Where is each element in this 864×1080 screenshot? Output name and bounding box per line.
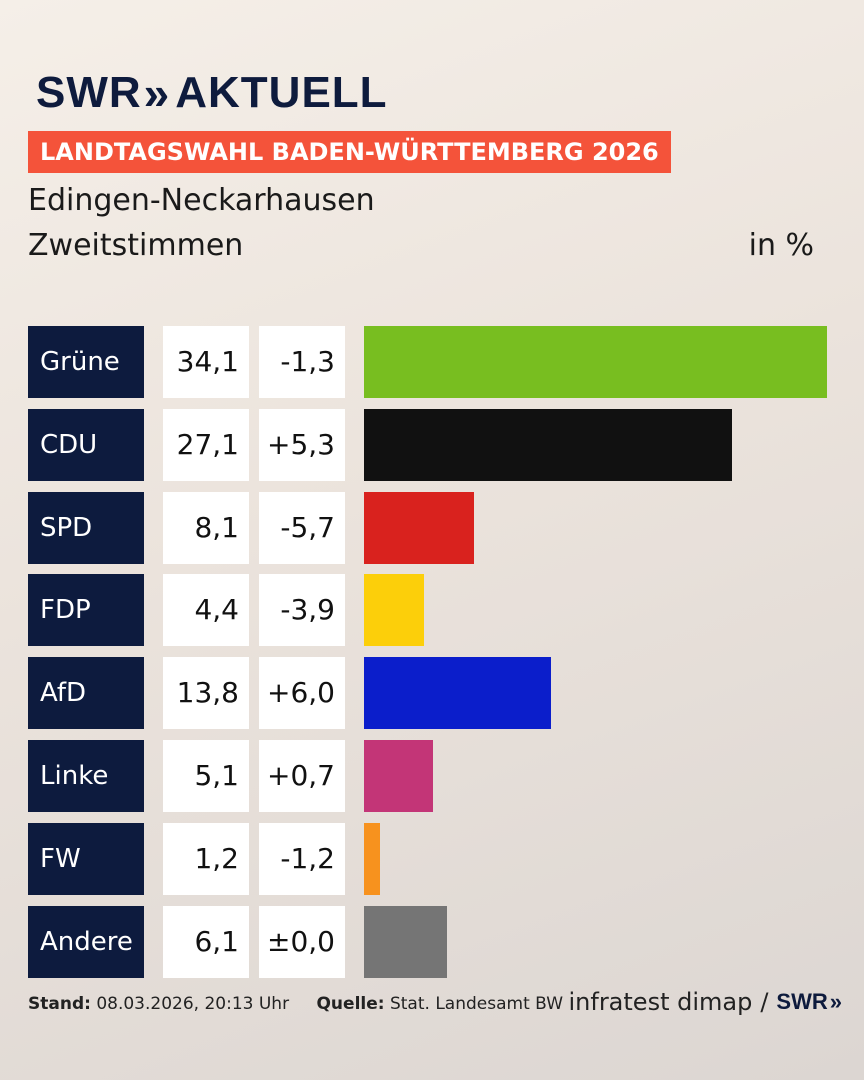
election-banner: LANDTAGSWAHL BADEN-WÜRTTEMBERG 2026 [28,131,671,173]
change-label: ±0,0 [259,905,345,978]
change-label: -1,2 [259,822,345,895]
location-title: Edingen-Neckarhausen [28,183,375,218]
change-label: -5,7 [259,491,345,564]
change-label: -1,3 [259,326,345,398]
source-value: Stat. Landesamt BW [389,994,563,1014]
logo-aktuell: AKTUELL [175,68,388,117]
stand-label: Stand: [28,994,91,1014]
vote-share-bar [364,491,474,564]
vote-share-label: 13,8 [163,657,249,730]
result-row: AfD 13,8 +6,0 [0,657,864,730]
vote-share-bar [364,408,732,481]
vote-share-label: 5,1 [163,740,249,812]
credit-swr: SWR [776,989,828,1014]
result-row: FW 1,2 -1,2 [0,822,864,895]
party-label: FDP [28,574,144,647]
vote-share-label: 1,2 [163,822,249,895]
unit-label: in % [748,228,814,263]
vote-share-bar [364,574,424,647]
vote-share-bar [364,905,447,978]
vote-share-label: 8,1 [163,491,249,564]
change-label: +5,3 [259,408,345,481]
change-label: -3,9 [259,574,345,647]
party-label: SPD [28,491,144,564]
change-label: +6,0 [259,657,345,730]
party-label: Grüne [28,326,144,398]
vote-share-bar [364,326,827,398]
change-label: +0,7 [259,740,345,812]
result-row: SPD 8,1 -5,7 [0,491,864,564]
vote-type-subtitle: Zweitstimmen [28,228,244,263]
vote-share-label: 27,1 [163,408,249,481]
logo-swr: SWR [36,68,142,117]
party-label: AfD [28,657,144,730]
vote-share-label: 34,1 [163,326,249,398]
credit: infratest dimap / SWR » [568,988,842,1016]
result-row: Grüne 34,1 -1,3 [0,326,864,398]
vote-share-label: 6,1 [163,905,249,978]
party-label: CDU [28,408,144,481]
stand-value: 08.03.2026, 20:13 Uhr [96,994,290,1014]
footer: Stand: 08.03.2026, 20:13 Uhr Quelle: Sta… [28,994,563,1014]
result-row: FDP 4,4 -3,9 [0,574,864,647]
double-chevron-icon: » [829,989,842,1014]
source-label: Quelle: [316,994,385,1014]
vote-share-bar [364,657,552,730]
vote-share-label: 4,4 [163,574,249,647]
vote-share-bar [364,822,381,895]
result-row: CDU 27,1 +5,3 [0,408,864,481]
result-row: Linke 5,1 +0,7 [0,740,864,812]
double-chevron-icon: » [143,67,169,119]
swr-aktuell-logo: SWR » AKTUELL [36,67,388,119]
credit-separator: / [760,988,769,1016]
party-label: FW [28,822,144,895]
party-label: Linke [28,740,144,812]
party-label: Andere [28,905,144,978]
credit-infratest: infratest dimap [568,988,753,1016]
result-row: Andere 6,1 ±0,0 [0,905,864,978]
vote-share-bar [364,740,434,812]
